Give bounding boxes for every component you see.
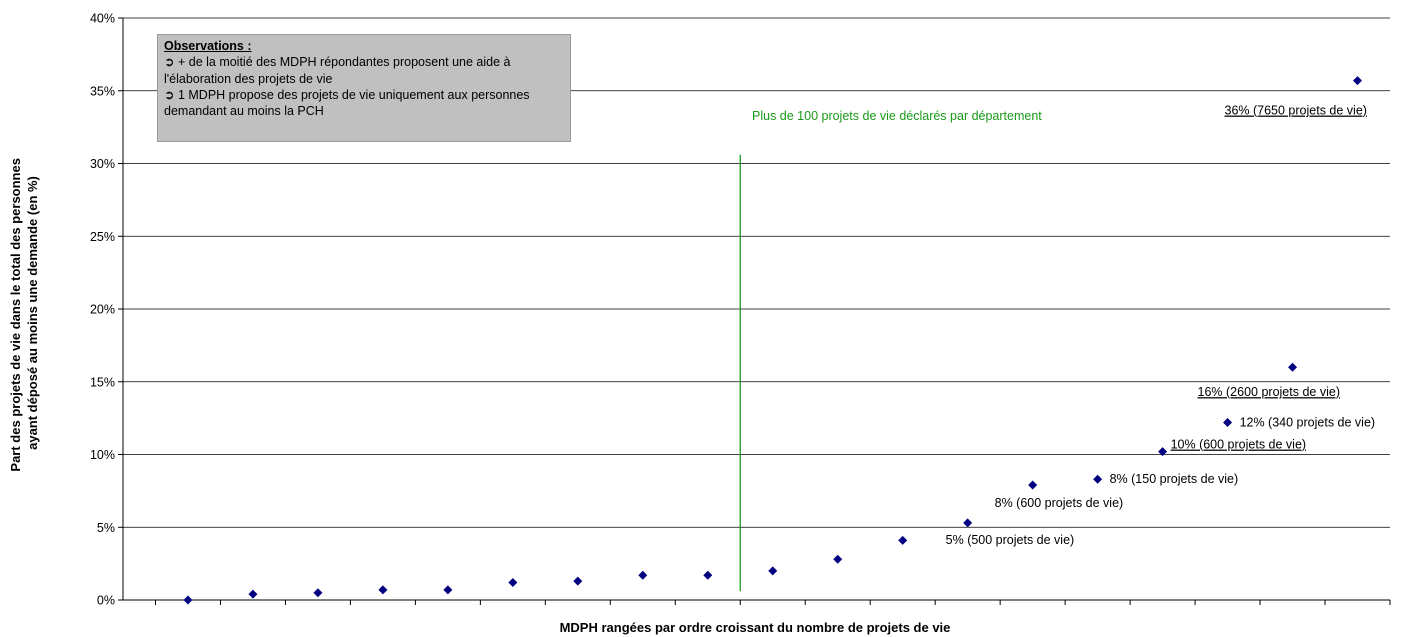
point-label: 12% (340 projets de vie) — [1240, 415, 1376, 429]
data-point — [313, 588, 323, 598]
data-point — [1223, 417, 1233, 427]
x-axis-title: MDPH rangées par ordre croissant du nomb… — [560, 620, 951, 635]
point-label: 16% (2600 projets de vie) — [1198, 385, 1340, 399]
point-label: 5% (500 projets de vie) — [946, 533, 1075, 547]
data-point — [508, 578, 518, 588]
data-point — [1093, 474, 1103, 484]
observations-box: Observations : ➲ + de la moitié des MDPH… — [157, 34, 571, 142]
y-axis-title: Part des projets de vie dans le total de… — [8, 154, 40, 471]
data-point — [963, 518, 973, 528]
y-tick-label: 35% — [90, 84, 115, 98]
point-label: 8% (600 projets de vie) — [995, 496, 1124, 510]
y-tick-label: 10% — [90, 448, 115, 462]
data-point — [898, 535, 908, 545]
point-label: 10% (600 projets de vie) — [1171, 438, 1307, 452]
observation-text-2: 1 MDPH propose des projets de vie unique… — [164, 87, 530, 119]
y-tick-label: 30% — [90, 157, 115, 171]
data-point — [1028, 480, 1038, 490]
data-point — [183, 595, 193, 605]
y-tick-label: 20% — [90, 303, 115, 317]
point-label: 36% (7650 projets de vie) — [1225, 104, 1367, 118]
x-axis — [123, 599, 1391, 605]
bullet-arrow-icon: ➲ — [164, 87, 175, 102]
y-tick-label: 5% — [97, 521, 115, 535]
observation-item-2: ➲ 1 MDPH propose des projets de vie uniq… — [164, 87, 564, 120]
point-label: 8% (150 projets de vie) — [1110, 472, 1239, 486]
data-point — [1353, 76, 1363, 86]
data-point — [573, 576, 583, 586]
data-point — [638, 570, 648, 580]
observation-item-1: ➲ + de la moitié des MDPH répondantes pr… — [164, 54, 564, 87]
y-tick-label: 40% — [90, 12, 115, 26]
y-tick-label: 0% — [97, 594, 115, 608]
y-axis: 0% 5% 10% 15% 20% 25% 30% 35% 40% — [90, 12, 124, 608]
data-points — [183, 76, 1363, 605]
data-point — [833, 554, 843, 564]
y-axis-title-line-2: ayant déposé au moins une demande (en %) — [25, 176, 40, 450]
threshold-line-label: Plus de 100 projets de vie déclarés par … — [752, 109, 1042, 123]
data-point — [703, 570, 713, 580]
data-point — [443, 585, 453, 595]
observation-text-1: + de la moitié des MDPH répondantes prop… — [164, 55, 511, 86]
data-point — [1158, 447, 1168, 457]
y-tick-label: 15% — [90, 375, 115, 389]
data-point — [768, 566, 778, 576]
bullet-arrow-icon: ➲ — [164, 55, 175, 70]
observations-title: Observations : — [164, 39, 252, 53]
point-labels: 5% (500 projets de vie) 8% (600 projets d… — [946, 104, 1375, 547]
data-point — [248, 589, 258, 599]
data-point — [378, 585, 388, 595]
y-axis-title-line-1: Part des projets de vie dans le total de… — [8, 158, 23, 472]
data-point — [1288, 362, 1298, 372]
y-tick-label: 25% — [90, 230, 115, 244]
